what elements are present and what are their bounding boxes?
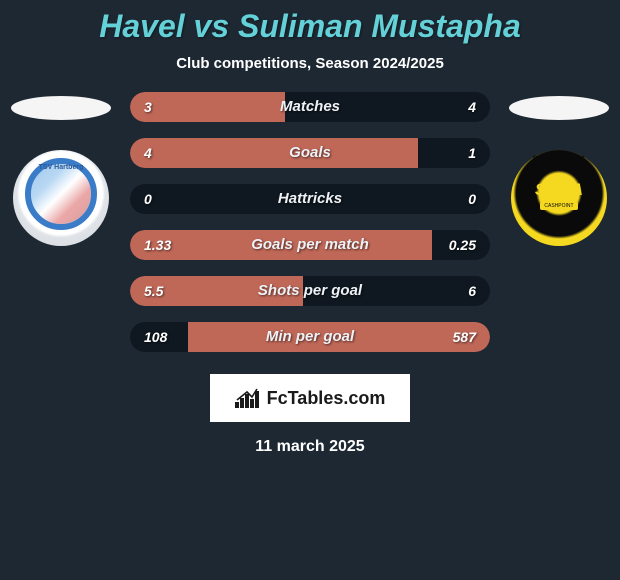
club-right-sub: CASHPOINT bbox=[540, 202, 577, 210]
club-right-badge: RHEINDORF ALTA SCRA CASHPOINT bbox=[511, 150, 607, 246]
stat-label: Min per goal bbox=[130, 322, 490, 352]
stat-row: 34Matches bbox=[130, 92, 490, 122]
stats-bars: 34Matches 41Goals 00Hattricks 1.330.25Goals… bbox=[116, 92, 504, 368]
stat-row: 5.56Shots per goal bbox=[130, 276, 490, 306]
stat-label: Hattricks bbox=[130, 184, 490, 214]
stat-label: Goals per match bbox=[130, 230, 490, 260]
club-right-name: SCRA bbox=[535, 180, 583, 200]
player-right-avatar bbox=[509, 96, 609, 120]
stat-label: Matches bbox=[130, 92, 490, 122]
date-label: 11 march 2025 bbox=[0, 438, 620, 456]
player-left-avatar bbox=[11, 96, 111, 120]
brand-badge[interactable]: FcTables.com bbox=[210, 374, 410, 422]
stat-label: Shots per goal bbox=[130, 276, 490, 306]
stat-row: 41Goals bbox=[130, 138, 490, 168]
comparison-widget: Havel vs Suliman Mustapha Club competiti… bbox=[0, 0, 620, 580]
stat-label: Goals bbox=[130, 138, 490, 168]
stat-row: 1.330.25Goals per match bbox=[130, 230, 490, 260]
left-side: TSV Hartberg bbox=[6, 92, 116, 368]
club-right-arc: RHEINDORF ALTA bbox=[533, 156, 585, 162]
club-left-badge: TSV Hartberg bbox=[13, 150, 109, 246]
main-content: TSV Hartberg 34Matches 41Goals 00Hattricks… bbox=[0, 92, 620, 368]
stat-row: 00Hattricks bbox=[130, 184, 490, 214]
brand-icon bbox=[235, 388, 263, 408]
page-title: Havel vs Suliman Mustapha bbox=[0, 8, 620, 45]
subtitle: Club competitions, Season 2024/2025 bbox=[0, 55, 620, 72]
right-side: RHEINDORF ALTA SCRA CASHPOINT bbox=[504, 92, 614, 368]
stat-row: 108587Min per goal bbox=[130, 322, 490, 352]
brand-text: FcTables.com bbox=[267, 388, 386, 409]
club-left-name: TSV Hartberg bbox=[39, 164, 84, 171]
